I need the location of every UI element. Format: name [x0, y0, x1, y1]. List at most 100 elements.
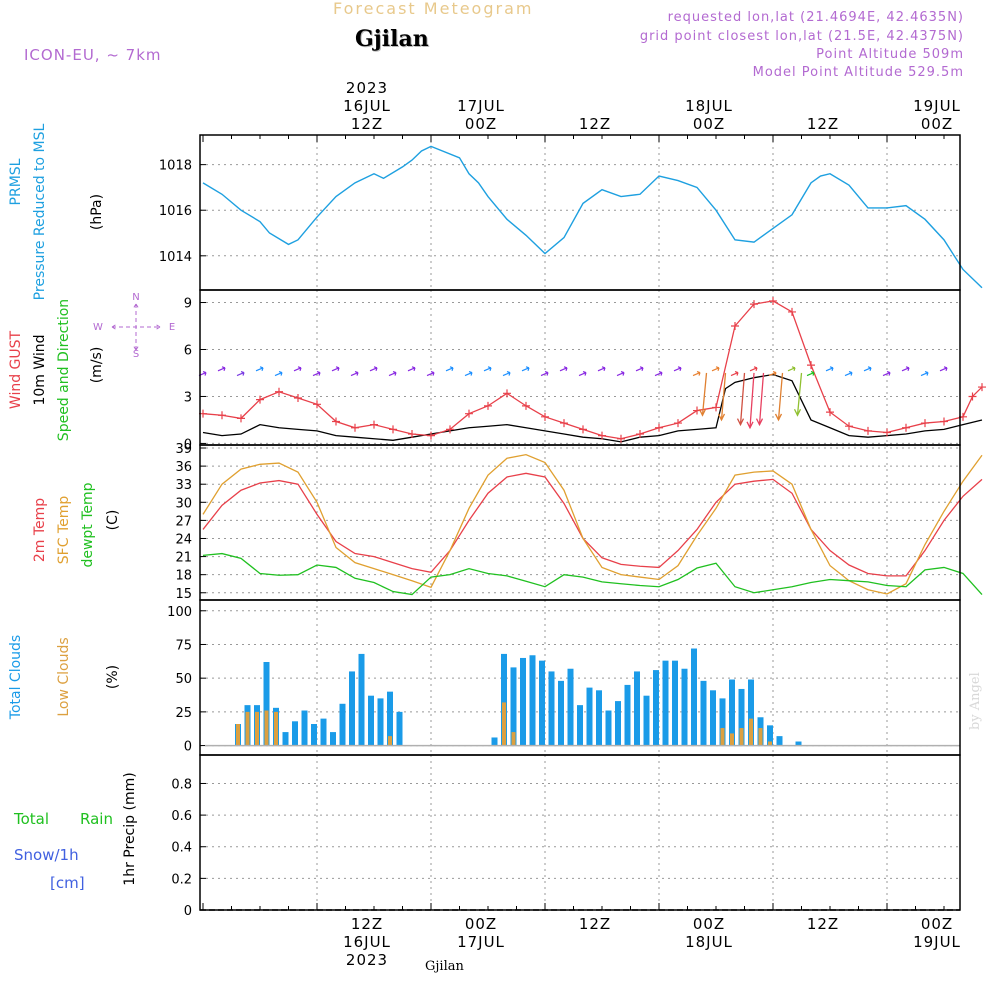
wind-direction-arrow — [711, 366, 720, 372]
model-altitude: Model Point Altitude 529.5m — [752, 65, 964, 80]
total-cloud-bar — [520, 657, 526, 746]
time-label-top: 12Z — [351, 115, 383, 133]
wind-direction-arrow — [616, 370, 625, 377]
compass-e: E — [169, 322, 175, 333]
total-cloud-bar — [605, 710, 612, 746]
point-altitude: Point Altitude 509m — [816, 47, 964, 62]
wind-gust-point — [275, 387, 283, 396]
time-label-top: 17JUL — [457, 97, 505, 115]
time-label-bottom: 12Z — [807, 915, 839, 933]
wind-gust-point — [370, 420, 378, 429]
wind-direction-arrow — [236, 370, 245, 377]
wind-direction-arrow — [787, 366, 796, 372]
total-cloud-bar — [615, 701, 621, 746]
time-label-bottom: 00Z — [465, 915, 497, 933]
total-cloud-bar — [596, 690, 602, 746]
total-cloud-bar — [643, 695, 650, 746]
wind-direction-arrow — [844, 370, 853, 377]
low-cloud-bar — [388, 736, 392, 746]
low-cloud-bar — [274, 711, 278, 746]
wind-direction-arrow — [739, 372, 746, 425]
wind-direction-arrow — [901, 366, 910, 372]
temp-label-sfc: SFC Temp — [56, 496, 72, 565]
total-cloud-bar — [396, 711, 403, 746]
temp-tick-label: 39 — [175, 442, 192, 457]
time-label-bottom: 12Z — [351, 915, 383, 933]
wind-gust-point — [294, 394, 302, 403]
wind-direction-arrow — [806, 370, 815, 377]
wind-direction-arrowhead — [746, 421, 754, 430]
wind-direction-arrow — [445, 366, 454, 372]
sfc-line — [202, 453, 983, 595]
total-cloud-bar — [368, 695, 374, 746]
wind-gust-point — [902, 423, 910, 432]
wind-direction-arrow — [749, 372, 755, 428]
wind-direction-arrow — [796, 372, 803, 416]
time-label-top: 00Z — [921, 115, 953, 133]
wind-gust-point — [864, 426, 872, 435]
low-cloud-bar — [236, 724, 240, 746]
compass-w: W — [93, 322, 103, 333]
wind-direction-arrow — [939, 366, 948, 372]
temp-tick-label: 24 — [175, 532, 192, 547]
wind-gust-point — [560, 419, 568, 428]
cloud-label-low: Low Clouds — [56, 637, 72, 716]
precip-label-total: Total — [13, 810, 49, 828]
cloud-label-total: Total Clouds — [8, 635, 24, 720]
wind-direction-arrow — [312, 370, 321, 377]
time-label-bottom: 19JUL — [913, 933, 961, 951]
total-cloud-bar — [339, 703, 346, 746]
cloud-tick-label: 25 — [175, 706, 192, 721]
wind-gust-point — [617, 434, 625, 443]
total-cloud-bar — [691, 648, 697, 746]
low-cloud-bar — [768, 741, 772, 746]
wind-gust-point — [883, 428, 891, 437]
low-cloud-bar — [749, 718, 753, 746]
wind-speed-line — [202, 373, 983, 443]
total-cloud-bar — [349, 671, 355, 746]
total-cloud-bar — [282, 732, 289, 746]
wind-direction-arrow — [407, 366, 416, 372]
low-cloud-bar — [502, 702, 506, 746]
low-cloud-bar — [264, 710, 269, 746]
wind-direction-arrowhead — [755, 418, 764, 427]
wind-direction-arrow — [920, 370, 929, 377]
wind-direction-arrow — [597, 366, 606, 372]
wind-direction-arrow — [749, 366, 758, 372]
total-cloud-bar — [710, 690, 716, 746]
total-cloud-bar — [501, 653, 507, 746]
total-cloud-bar — [700, 680, 707, 746]
wind-direction-arrow — [369, 366, 378, 372]
time-label-bottom: 00Z — [921, 915, 953, 933]
time-label-bottom: 18JUL — [685, 933, 733, 951]
total-cloud-bar — [624, 684, 631, 746]
wind-gust-point — [788, 307, 796, 316]
wind-gust-point — [408, 430, 416, 439]
low-cloud-bar — [758, 728, 763, 746]
total-cloud-bar — [795, 741, 802, 746]
wind-direction-arrow — [825, 366, 834, 372]
total-cloud-bar — [567, 668, 574, 746]
time-label-bottom: 12Z — [579, 915, 611, 933]
wind-direction-arrow — [388, 370, 397, 377]
wind-direction-arrow — [331, 366, 340, 372]
wind-direction-arrow — [350, 370, 359, 377]
total-cloud-bar — [738, 688, 745, 746]
temp-tick-label: 36 — [175, 460, 192, 475]
time-label-top: 00Z — [693, 115, 725, 133]
wind-gust-point — [579, 425, 587, 434]
wind-direction-arrow — [502, 370, 511, 377]
total-cloud-bar — [662, 660, 669, 746]
total-cloud-bar — [263, 662, 270, 746]
low-cloud-bar — [511, 732, 516, 746]
time-label-top: 19JUL — [913, 97, 961, 115]
pressure-unit-label: (hPa) — [89, 194, 105, 230]
wind-gust-point — [750, 300, 758, 309]
wind-direction-arrow — [217, 366, 226, 372]
wind-gust-point — [978, 383, 986, 392]
wind-direction-arrowhead — [793, 408, 802, 417]
wind-direction-arrow — [730, 370, 739, 377]
wind-direction-arrow — [540, 370, 549, 377]
model-label: ICON-EU, ~ 7km — [24, 46, 162, 64]
